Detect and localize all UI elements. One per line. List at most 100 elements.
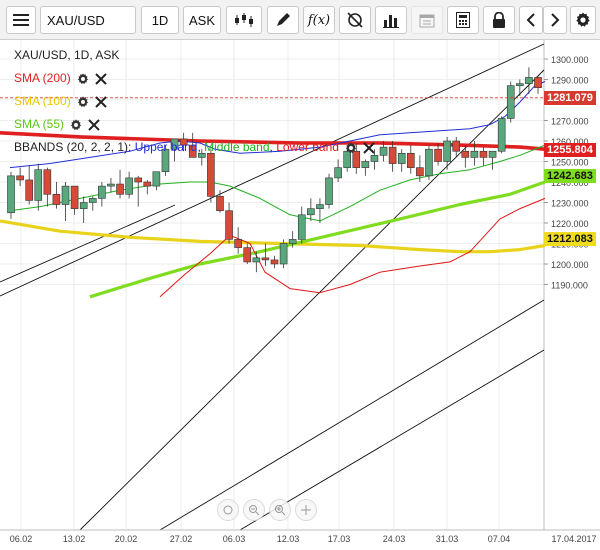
candle-body bbox=[461, 150, 470, 158]
sma200-legend-row: SMA (200) bbox=[14, 67, 375, 90]
scroll-right-icon[interactable] bbox=[543, 6, 567, 34]
symbol-label: XAU/USD bbox=[47, 12, 105, 28]
candle-body bbox=[470, 150, 479, 158]
candle-body bbox=[534, 77, 542, 89]
candle-body bbox=[125, 177, 133, 195]
last-price-value: 1281.079 bbox=[547, 91, 593, 104]
candle-body bbox=[316, 204, 324, 209]
candle-body bbox=[452, 140, 461, 152]
sma100-legend-row: SMA (100) bbox=[14, 90, 375, 113]
scroll-left-icon[interactable] bbox=[519, 6, 543, 34]
draw-pencil-icon[interactable] bbox=[267, 6, 299, 34]
sma55-price-tag: 1242.683 bbox=[544, 169, 596, 184]
candle-body bbox=[198, 153, 206, 158]
gear-icon[interactable] bbox=[77, 72, 89, 85]
close-icon[interactable] bbox=[363, 141, 375, 154]
candle-body bbox=[52, 194, 61, 205]
indicator-line bbox=[89, 180, 546, 299]
time-tick-label: 17.03 bbox=[328, 534, 351, 544]
price-axis-panel bbox=[544, 40, 600, 530]
hide-drawings-icon[interactable] bbox=[339, 6, 371, 34]
zoom-in-icon[interactable] bbox=[269, 499, 291, 521]
candle-body bbox=[479, 150, 488, 158]
trend-line bbox=[0, 43, 545, 297]
price-type-selector[interactable]: ASK bbox=[183, 6, 221, 34]
time-tick-label: 06.02 bbox=[10, 534, 33, 544]
calculator-icon[interactable] bbox=[447, 6, 479, 34]
candle-body bbox=[297, 214, 306, 240]
price-type-label: ASK bbox=[188, 12, 215, 28]
time-tick-label: 06.03 bbox=[223, 534, 246, 544]
candle-body bbox=[307, 208, 315, 216]
sma200-price-tag: 1255.804 bbox=[544, 142, 596, 157]
time-tick-label: 12.03 bbox=[277, 534, 300, 544]
candle-body bbox=[107, 183, 115, 187]
candle-body bbox=[207, 153, 215, 197]
candle-body bbox=[98, 185, 106, 199]
candle-body bbox=[152, 171, 161, 187]
lock-icon[interactable] bbox=[483, 6, 515, 34]
sma100-legend-label[interactable]: SMA (100) bbox=[14, 94, 71, 108]
indicator-lines bbox=[0, 81, 546, 299]
sma100-price-value: 1212.083 bbox=[547, 233, 593, 246]
settings-gear-icon[interactable] bbox=[570, 6, 596, 34]
timeframe-selector[interactable]: 1D bbox=[141, 6, 179, 34]
timeframe-label: 1D bbox=[151, 12, 169, 28]
time-tick-label: 17.04.2017 bbox=[551, 534, 596, 544]
indicator-fx-icon[interactable]: f(x) bbox=[303, 6, 335, 34]
pan-icon[interactable] bbox=[295, 499, 317, 521]
last-price-tag: 1281.079 bbox=[544, 90, 596, 105]
price-tick-label: 1200.000 bbox=[551, 260, 589, 270]
indicator-legend: XAU/USD, 1D, ASK SMA (200) SMA (100) SMA… bbox=[14, 44, 375, 159]
candle-body bbox=[25, 179, 33, 201]
price-tick-label: 1190.000 bbox=[551, 281, 588, 291]
gear-icon[interactable] bbox=[77, 95, 89, 108]
sma100-price-tag: 1212.083 bbox=[544, 232, 596, 247]
candle-body bbox=[234, 239, 242, 248]
candle-body bbox=[288, 239, 297, 244]
gear-icon[interactable] bbox=[345, 141, 357, 154]
candle-body bbox=[43, 169, 52, 195]
candle-body bbox=[406, 153, 415, 168]
candle-body bbox=[361, 161, 370, 168]
indicator-line bbox=[159, 197, 546, 298]
candlestick-type-icon[interactable] bbox=[226, 6, 262, 34]
candle-body bbox=[443, 140, 451, 162]
instrument-legend-row: XAU/USD, 1D, ASK bbox=[14, 44, 375, 67]
middle-band-label: Middle band bbox=[204, 140, 270, 154]
candle-body bbox=[525, 77, 533, 84]
price-tick-label: 1270.000 bbox=[551, 117, 589, 127]
time-tick-label: 27.02 bbox=[170, 534, 193, 544]
calendar-icon[interactable] bbox=[411, 6, 443, 34]
chart-toolbar: XAU/USD 1D ASK f(x) bbox=[0, 0, 600, 40]
candle-body bbox=[170, 138, 179, 150]
candle-body bbox=[243, 247, 252, 263]
time-tick-label: 07.04 bbox=[488, 534, 511, 544]
symbol-selector[interactable]: XAU/USD bbox=[40, 6, 136, 34]
hamburger-menu-icon[interactable] bbox=[6, 6, 36, 34]
candle-body bbox=[116, 183, 124, 195]
close-icon[interactable] bbox=[94, 95, 107, 108]
candle-body bbox=[7, 175, 15, 214]
indicator-line bbox=[0, 219, 546, 254]
candle-body bbox=[16, 175, 24, 181]
candle-body bbox=[216, 196, 224, 212]
zoom-out-icon[interactable] bbox=[243, 499, 265, 521]
zoom-reset-icon[interactable] bbox=[217, 499, 239, 521]
price-tick-label: 1250.000 bbox=[551, 158, 589, 168]
close-icon[interactable] bbox=[88, 118, 100, 131]
price-tick-label: 1300.000 bbox=[551, 55, 589, 65]
sma55-legend-label[interactable]: SMA (55) bbox=[14, 117, 65, 131]
candle-body bbox=[225, 210, 233, 240]
trend-line bbox=[239, 349, 545, 531]
volume-bars-icon[interactable] bbox=[375, 6, 407, 34]
close-icon[interactable] bbox=[94, 72, 107, 85]
bbands-legend-row: BBANDS (20, 2, 2, 1): Upper band, Middle… bbox=[14, 136, 375, 159]
candle-body bbox=[416, 167, 424, 177]
sma200-legend-label[interactable]: SMA (200) bbox=[14, 71, 71, 85]
bbands-legend-label[interactable]: BBANDS (20, 2, 2, 1): bbox=[14, 140, 132, 154]
candle-body bbox=[370, 155, 379, 162]
candle-body bbox=[134, 177, 143, 183]
candle-body bbox=[270, 259, 279, 265]
gear-icon[interactable] bbox=[70, 118, 82, 131]
